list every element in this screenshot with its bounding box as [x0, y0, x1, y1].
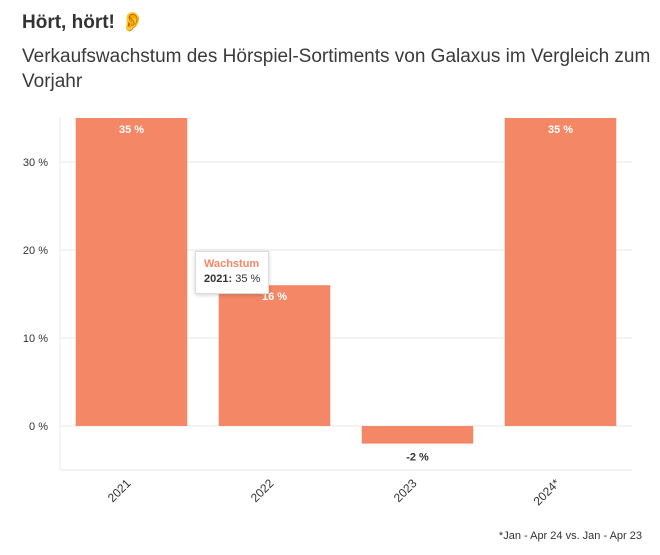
bar — [75, 118, 188, 426]
data-label: 35 % — [119, 124, 144, 136]
bar — [361, 426, 474, 444]
tooltip-category: 2021: — [204, 273, 233, 285]
chart-subtitle: Verkaufswachstum des Hörspiel-Sortiments… — [22, 46, 651, 92]
y-tick-label: 30 % — [23, 157, 48, 169]
footnote: *Jan - Apr 24 vs. Jan - Apr 23 — [498, 530, 642, 542]
bar — [218, 285, 331, 426]
ear-icon: 👂 — [120, 12, 145, 33]
y-tick-label: 0 % — [29, 421, 48, 433]
tooltip-series: Wachstum — [204, 258, 260, 270]
tooltip-value: 35 % — [235, 273, 261, 285]
x-tick-label: 2022 — [248, 476, 277, 505]
chart-title: Hört, hört! 👂 — [22, 10, 145, 34]
x-tick-label: 2024* — [531, 476, 563, 508]
x-tick-label: 2023 — [391, 476, 420, 505]
x-tick-label: 2021 — [105, 476, 134, 505]
bar — [504, 118, 617, 426]
tooltip-line: 2021: 35 % — [204, 272, 260, 287]
title-text: Hört, hört! — [22, 12, 115, 33]
data-label: 16 % — [262, 291, 287, 303]
y-tick-label: 10 % — [23, 333, 48, 345]
tooltip: Wachstum 2021: 35 % — [195, 251, 270, 294]
y-tick-label: 20 % — [23, 245, 48, 257]
data-label: -2 % — [406, 452, 429, 464]
data-label: 35 % — [548, 124, 573, 136]
